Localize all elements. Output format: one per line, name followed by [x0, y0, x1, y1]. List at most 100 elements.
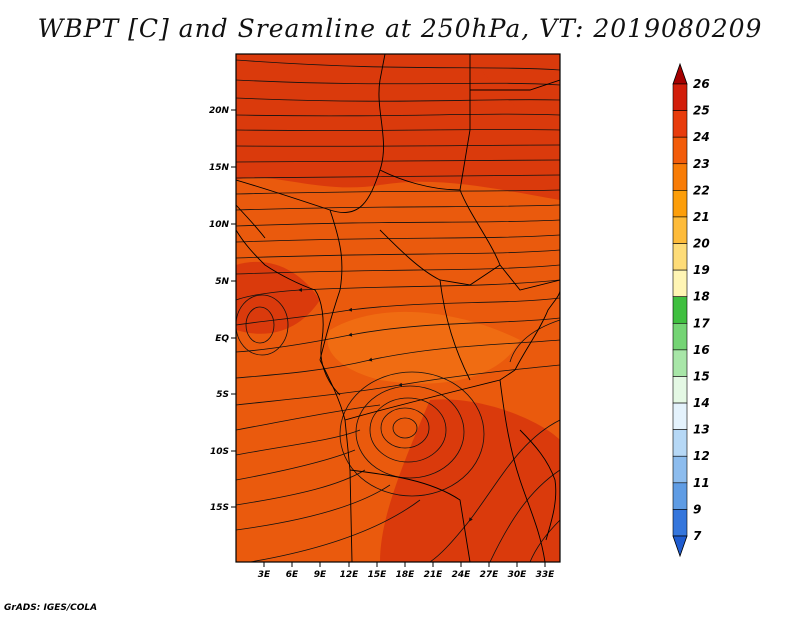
- west-eddy-ring: [245, 306, 275, 344]
- border-line: [344, 369, 516, 421]
- colorbar-label: 19: [693, 263, 710, 277]
- lon-tick-27e: 27E: [480, 562, 499, 580]
- colorbar-label: 14: [693, 396, 710, 410]
- east-streamline: [509, 319, 560, 363]
- lon-label: 18E: [396, 570, 416, 580]
- colorbar-label: 12: [693, 449, 710, 463]
- colorbar-label: 26: [693, 77, 710, 91]
- lon-label: 15E: [368, 570, 388, 580]
- lon-tick-12e: 12E: [340, 562, 360, 580]
- lon-label: 3E: [258, 570, 271, 580]
- colorbar-swatch: [672, 136, 688, 165]
- colorbar-label: 22: [693, 183, 710, 197]
- map-panel: [235, 53, 561, 563]
- colorbar-swatch: [672, 243, 688, 271]
- lat-tick-15n: 15N: [209, 163, 236, 173]
- colorbar-swatch: [672, 429, 688, 457]
- streamline: [236, 484, 391, 531]
- wbpt-zone-northeast: [470, 54, 560, 130]
- streamline: [236, 174, 560, 179]
- coastline: [519, 429, 557, 541]
- lon-tick-24e: 24E: [452, 562, 472, 580]
- lat-label: 20N: [209, 106, 230, 116]
- colorbar-swatch: [672, 163, 688, 191]
- cyclone-ring: [392, 417, 418, 439]
- cyclone-ring: [369, 397, 447, 463]
- cyclone-ring: [339, 371, 485, 497]
- colorbar-swatch: [672, 110, 688, 138]
- colorbar-label: 17: [693, 316, 710, 330]
- lat-axis: 20N 15N 10N 5N EQ 5S 10S 15S: [209, 106, 236, 513]
- wbpt-zone-north: [236, 54, 560, 200]
- streamline: [236, 159, 560, 163]
- border-line: [459, 189, 560, 291]
- lat-tick-10n: 10N: [209, 220, 236, 230]
- map-title: WBPT [C] and Sreamline at 250hPa, VT: 20…: [37, 14, 763, 43]
- colorbar-swatch: [672, 509, 688, 537]
- lon-tick-18e: 18E: [396, 562, 416, 580]
- colorbar-swatch: [672, 269, 688, 298]
- streamline: [236, 339, 560, 379]
- colorbar-swatch: [672, 482, 688, 510]
- coastline: [236, 229, 341, 396]
- border-line: [236, 54, 386, 214]
- streamline: [236, 59, 560, 71]
- lon-tick-33e: 33E: [536, 562, 555, 580]
- colorbar-label: 15: [693, 369, 710, 383]
- streamline: [236, 264, 560, 275]
- streamline: [236, 429, 361, 456]
- colorbar-label: 18: [693, 290, 710, 304]
- wbpt-zone-central: [327, 311, 520, 384]
- streamline: [236, 364, 560, 406]
- lon-label: 9E: [314, 570, 327, 580]
- lat-label: 15N: [209, 163, 230, 173]
- colorbar: 26 25 24 23 22 21 20 19 18 17 16 15 14 13 12 11 9 7: [672, 62, 710, 558]
- streamline: [236, 113, 560, 117]
- streamline: [236, 79, 560, 86]
- lat-tick-20n: 20N: [209, 106, 236, 116]
- streamline: [236, 219, 560, 227]
- lat-label: 5N: [215, 277, 229, 287]
- border-line: [379, 229, 501, 286]
- colorbar-swatch: [672, 455, 688, 484]
- lon-tick-15e: 15E: [368, 562, 388, 580]
- map-frame: [235, 53, 561, 563]
- border-line: [439, 279, 471, 381]
- lat-tick-10s: 10S: [210, 447, 236, 457]
- streamline: [429, 419, 560, 562]
- streamline: [236, 249, 560, 259]
- streamline: [236, 449, 356, 481]
- lon-tick-6e: 6E: [286, 562, 299, 580]
- colorbar-label: 21: [693, 210, 710, 224]
- colorbar-label: 13: [693, 423, 710, 437]
- lon-label: 12E: [340, 570, 360, 580]
- colorbar-swatch: [672, 402, 688, 430]
- lat-label: 15S: [210, 503, 229, 513]
- streamline: [236, 129, 560, 131]
- coastline: [514, 289, 560, 371]
- wbpt-zone-west-coast: [236, 261, 320, 334]
- border-line: [379, 54, 471, 191]
- streamline: [236, 404, 381, 431]
- colorbar-label: 24: [693, 130, 710, 144]
- colorbar-label: 23: [693, 157, 710, 171]
- cyclone-ring: [355, 385, 465, 479]
- lat-label: 10N: [209, 220, 230, 230]
- border-line: [319, 209, 343, 361]
- lon-axis: 3E 6E 9E 12E 15E 18E 21E 24E 27E 30E 33E: [258, 562, 555, 580]
- colorbar-label: 16: [693, 343, 710, 357]
- lat-tick-eq: EQ: [215, 334, 236, 344]
- streamline: [236, 317, 560, 353]
- lat-tick-5s: 5S: [216, 390, 236, 400]
- colorbar-label: 7: [693, 529, 702, 543]
- colorbar-label: 20: [693, 237, 710, 251]
- colorbar-label: 25: [693, 104, 710, 118]
- streamline: [236, 234, 560, 243]
- streamline: [236, 189, 560, 195]
- wbpt-zone-southeast: [380, 399, 560, 562]
- streamline: [236, 297, 560, 326]
- lon-tick-21e: 21E: [424, 562, 443, 580]
- border-line: [349, 469, 471, 562]
- lon-label: 24E: [452, 570, 472, 580]
